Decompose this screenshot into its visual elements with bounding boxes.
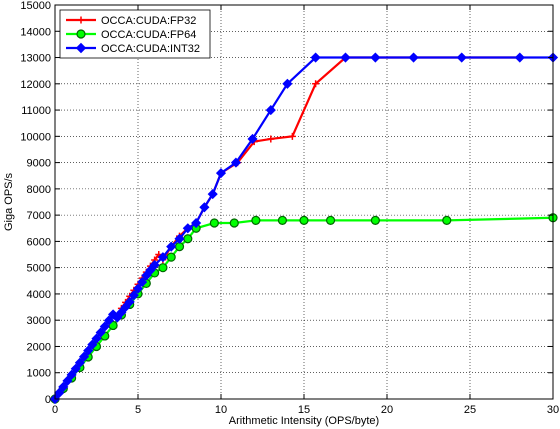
legend-marker xyxy=(76,29,86,39)
data-point xyxy=(124,296,135,307)
legend-label: OCCA:CUDA:FP64 xyxy=(101,29,196,41)
data-point xyxy=(78,351,90,362)
data-point xyxy=(83,345,94,356)
y-tick-label: 11000 xyxy=(21,105,51,117)
x-axis-label: Arithmetic Intensity (OPS/byte) xyxy=(229,415,379,427)
data-point xyxy=(137,277,148,288)
data-point xyxy=(230,157,242,168)
x-tick-label: 15 xyxy=(298,404,310,416)
legend-label: OCCA:CUDA:FP32 xyxy=(101,15,196,27)
y-tick-label: 13000 xyxy=(20,53,51,65)
data-point xyxy=(229,218,239,228)
x-tick-label: 30 xyxy=(547,404,559,416)
y-tick-label: 7000 xyxy=(27,210,51,222)
data-point xyxy=(166,241,177,252)
legend-marker xyxy=(77,16,85,24)
data-point xyxy=(157,252,168,263)
data-point xyxy=(310,52,321,63)
series-OCCA:CUDA:INT32 xyxy=(49,52,559,405)
data-point xyxy=(128,290,139,301)
grid-layer xyxy=(55,5,553,399)
data-point xyxy=(149,259,160,271)
y-tick-label: 4000 xyxy=(27,289,51,301)
data-point xyxy=(408,52,419,63)
y-tick-label: 15000 xyxy=(20,0,51,12)
x-tick-label: 5 xyxy=(135,404,141,416)
y-axis-label: Giga OPS/s xyxy=(3,172,15,231)
data-point xyxy=(174,242,185,252)
data-point xyxy=(103,315,115,326)
data-point xyxy=(62,375,73,386)
data-point xyxy=(166,252,176,262)
y-tick-label: 12000 xyxy=(20,79,51,91)
legend-label: OCCA:CUDA:INT32 xyxy=(101,43,200,55)
data-point xyxy=(58,381,69,392)
data-point xyxy=(340,52,351,63)
y-tick-label: 5000 xyxy=(27,263,51,275)
data-point xyxy=(370,215,380,225)
series-layer xyxy=(49,52,559,405)
data-point xyxy=(265,105,276,116)
data-point xyxy=(325,215,336,225)
data-point xyxy=(514,52,525,63)
y-tick-label: 9000 xyxy=(27,158,51,170)
legend: OCCA:CUDA:FP32 OCCA:CUDA:FP64 OCCA:CUDA:IN… xyxy=(59,9,211,59)
data-point xyxy=(87,339,98,350)
data-point xyxy=(282,78,293,89)
data-point xyxy=(108,320,118,331)
legend-item: OCCA:CUDA:FP32 xyxy=(66,15,196,27)
data-point xyxy=(277,215,288,225)
data-point xyxy=(74,357,85,368)
data-point xyxy=(209,218,219,228)
data-point xyxy=(91,333,102,344)
y-tick-label: 2000 xyxy=(27,341,51,353)
data-point xyxy=(66,369,77,380)
data-point xyxy=(207,189,218,200)
data-point xyxy=(99,321,110,332)
y-tick-label: 1000 xyxy=(27,368,51,380)
data-point xyxy=(215,168,227,179)
data-point xyxy=(267,135,275,143)
y-tick-label: 3000 xyxy=(27,315,51,327)
y-tick-label: 8000 xyxy=(27,184,51,196)
data-point xyxy=(199,202,210,213)
data-point xyxy=(158,263,168,273)
y-tick-label: 10000 xyxy=(20,131,51,143)
legend-item: OCCA:CUDA:INT32 xyxy=(66,42,200,55)
x-tick-label: 20 xyxy=(381,404,393,416)
axes-layer: 0 5 10 15 20 25 30 0 1000 2000 3000 4000 5000 6000 700… xyxy=(20,0,559,416)
data-point xyxy=(370,52,381,63)
data-point xyxy=(174,233,185,244)
y-tick-label: 14000 xyxy=(20,26,51,38)
plot-area xyxy=(55,5,553,399)
data-point xyxy=(442,215,452,225)
data-point xyxy=(288,132,296,140)
data-point xyxy=(183,234,193,244)
x-tick-label: 0 xyxy=(52,404,58,416)
data-point xyxy=(132,283,144,294)
data-point xyxy=(95,327,106,338)
y-tick-label: 0 xyxy=(45,394,51,406)
legend-item: OCCA:CUDA:FP64 xyxy=(66,29,196,41)
data-point xyxy=(251,215,261,225)
x-tick-label: 25 xyxy=(464,404,476,416)
x-tick-label: 10 xyxy=(215,404,227,416)
data-point xyxy=(456,52,467,63)
y-tick-label: 6000 xyxy=(27,236,51,248)
data-point xyxy=(54,387,65,399)
data-point xyxy=(70,363,81,374)
data-point xyxy=(299,215,309,225)
data-point xyxy=(247,133,258,145)
legend-marker xyxy=(75,42,87,54)
data-point xyxy=(182,223,193,234)
data-point xyxy=(191,217,202,229)
data-point xyxy=(312,80,320,88)
